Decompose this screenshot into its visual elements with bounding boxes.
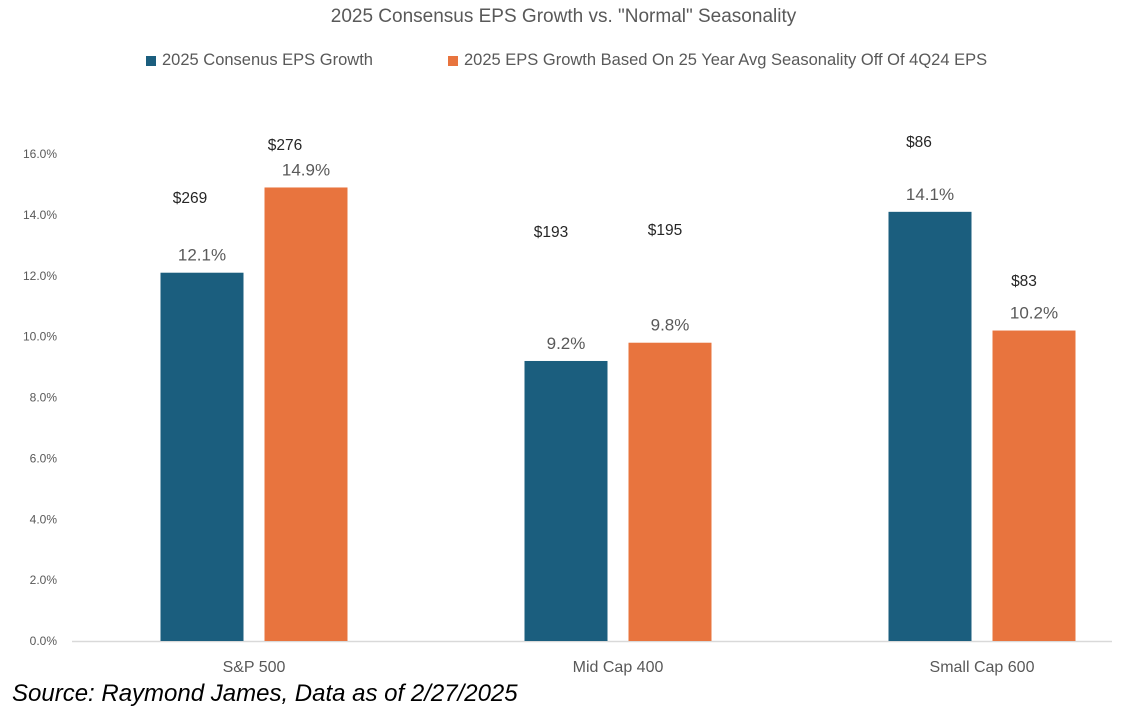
value-label: 14.9%	[282, 160, 330, 179]
legend-swatch-consensus	[146, 55, 156, 66]
eps-label: $193	[534, 224, 568, 241]
legend-swatch-seasonality	[448, 55, 458, 66]
value-label: 9.2%	[547, 334, 586, 353]
value-label: 12.1%	[178, 246, 226, 265]
chart-title: 2025 Consensus EPS Growth vs. "Normal" S…	[330, 6, 797, 27]
y-tick-label: 12.0%	[23, 269, 57, 283]
legend-label-seasonality: 2025 EPS Growth Based On 25 Year Avg Sea…	[464, 51, 988, 69]
legend: 2025 Consenus EPS Growth 2025 EPS Growth…	[0, 51, 1127, 73]
bar-seasonality	[264, 187, 348, 641]
eps-label: $269	[173, 190, 207, 207]
category-label: S&P 500	[223, 659, 286, 676]
value-label: 10.2%	[1010, 304, 1058, 323]
bar-consensus	[160, 272, 244, 641]
eps-label: $195	[648, 222, 682, 239]
value-label: 9.8%	[651, 316, 690, 335]
y-tick-label: 10.0%	[23, 330, 57, 344]
bar-seasonality	[628, 342, 712, 641]
y-tick-label: 0.0%	[30, 634, 58, 648]
legend-label-consensus: 2025 Consenus EPS Growth	[162, 51, 373, 69]
legend-item-consensus: 2025 Consenus EPS Growth	[146, 51, 373, 70]
y-tick-label: 6.0%	[30, 451, 58, 465]
y-tick-label: 4.0%	[30, 512, 58, 526]
category-label: Small Cap 600	[930, 659, 1035, 676]
y-tick-label: 14.0%	[23, 208, 57, 222]
eps-label: $86	[906, 134, 932, 151]
category-label: Mid Cap 400	[573, 659, 664, 676]
eps-label: $276	[268, 137, 302, 154]
eps-label: $83	[1011, 273, 1037, 290]
source-note: Source: Raymond James, Data as of 2/27/2…	[12, 680, 518, 707]
legend-item-seasonality: 2025 EPS Growth Based On 25 Year Avg Sea…	[448, 51, 987, 70]
y-tick-label: 16.0%	[23, 147, 57, 161]
y-tick-label: 2.0%	[30, 573, 58, 587]
bar-consensus	[888, 211, 972, 642]
value-label: 14.1%	[906, 185, 954, 204]
bar-seasonality	[992, 330, 1076, 641]
bar-consensus	[524, 360, 608, 641]
y-tick-label: 8.0%	[30, 391, 58, 405]
